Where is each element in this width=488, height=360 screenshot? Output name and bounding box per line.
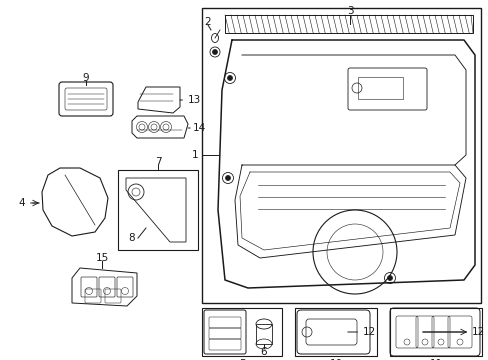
Text: 10: 10 bbox=[329, 359, 342, 360]
Bar bbox=[294, 308, 376, 356]
Text: 13: 13 bbox=[180, 95, 201, 105]
Bar bbox=[224, 15, 472, 33]
Text: 12: 12 bbox=[347, 327, 375, 337]
Circle shape bbox=[212, 49, 217, 54]
Text: 9: 9 bbox=[82, 73, 89, 83]
Text: 6: 6 bbox=[260, 347, 267, 357]
Bar bbox=[202, 308, 282, 356]
Text: 2: 2 bbox=[204, 17, 211, 27]
Text: 1: 1 bbox=[191, 150, 198, 160]
Text: 3: 3 bbox=[346, 6, 353, 16]
Text: 14: 14 bbox=[187, 123, 206, 133]
Text: 8: 8 bbox=[128, 233, 135, 243]
Bar bbox=[256, 324, 271, 344]
Text: 7: 7 bbox=[154, 157, 161, 167]
Text: 4: 4 bbox=[19, 198, 39, 208]
Bar bbox=[118, 170, 198, 250]
Text: 15: 15 bbox=[95, 253, 108, 263]
Circle shape bbox=[227, 76, 232, 81]
Text: 12: 12 bbox=[422, 327, 484, 337]
Text: 11: 11 bbox=[428, 359, 442, 360]
Circle shape bbox=[386, 275, 392, 280]
Bar bbox=[357, 77, 402, 99]
Circle shape bbox=[225, 175, 230, 180]
Bar bbox=[389, 308, 481, 356]
Text: 5: 5 bbox=[238, 359, 245, 360]
Bar bbox=[202, 8, 480, 303]
